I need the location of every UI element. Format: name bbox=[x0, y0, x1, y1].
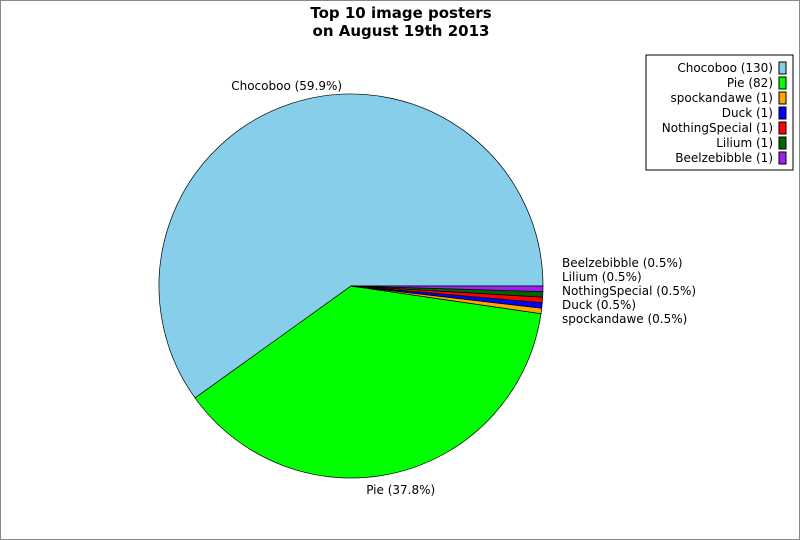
pie-slice-beelzebibble bbox=[350, 285, 544, 292]
legend-label-beelzebibble: Beelzebibble (1) bbox=[675, 151, 773, 165]
slice-label-duck: Duck (0.5%) bbox=[562, 298, 636, 312]
slice-label-nothingspecial: NothingSpecial (0.5%) bbox=[562, 284, 696, 298]
legend-swatch-lilium bbox=[778, 136, 787, 150]
slice-label-pie: Pie (37.8%) bbox=[366, 483, 435, 497]
chart-title-line2: on August 19th 2013 bbox=[313, 22, 490, 40]
legend-label-lilium: Lilium (1) bbox=[716, 136, 773, 150]
legend-label-pie: Pie (82) bbox=[727, 76, 773, 90]
slice-label-lilium: Lilium (0.5%) bbox=[562, 270, 642, 284]
legend-swatch-beelzebibble bbox=[778, 151, 787, 165]
pie-slice-chocoboo bbox=[158, 93, 544, 399]
legend: Chocoboo (130)Pie (82)spockandawe (1)Duc… bbox=[645, 54, 794, 171]
slice-label-beelzebibble: Beelzebibble (0.5%) bbox=[562, 256, 683, 270]
chart-title-line1: Top 10 image posters bbox=[310, 4, 491, 22]
legend-box bbox=[645, 54, 794, 171]
legend-label-nothingspecial: NothingSpecial (1) bbox=[662, 121, 773, 135]
legend-label-spockandawe: spockandawe (1) bbox=[671, 91, 774, 105]
slice-label-spockandawe: spockandawe (0.5%) bbox=[562, 312, 687, 326]
legend-swatch-nothingspecial bbox=[778, 121, 787, 135]
pie-slice-pie bbox=[194, 285, 542, 479]
legend-swatch-duck bbox=[778, 106, 787, 120]
legend-label-chocoboo: Chocoboo (130) bbox=[677, 61, 773, 75]
legend-swatch-pie bbox=[778, 76, 787, 90]
slice-label-chocoboo: Chocoboo (59.9%) bbox=[231, 79, 342, 93]
legend-swatch-spockandawe bbox=[778, 91, 787, 105]
legend-swatch-chocoboo bbox=[778, 61, 787, 75]
legend-label-duck: Duck (1) bbox=[722, 106, 773, 120]
